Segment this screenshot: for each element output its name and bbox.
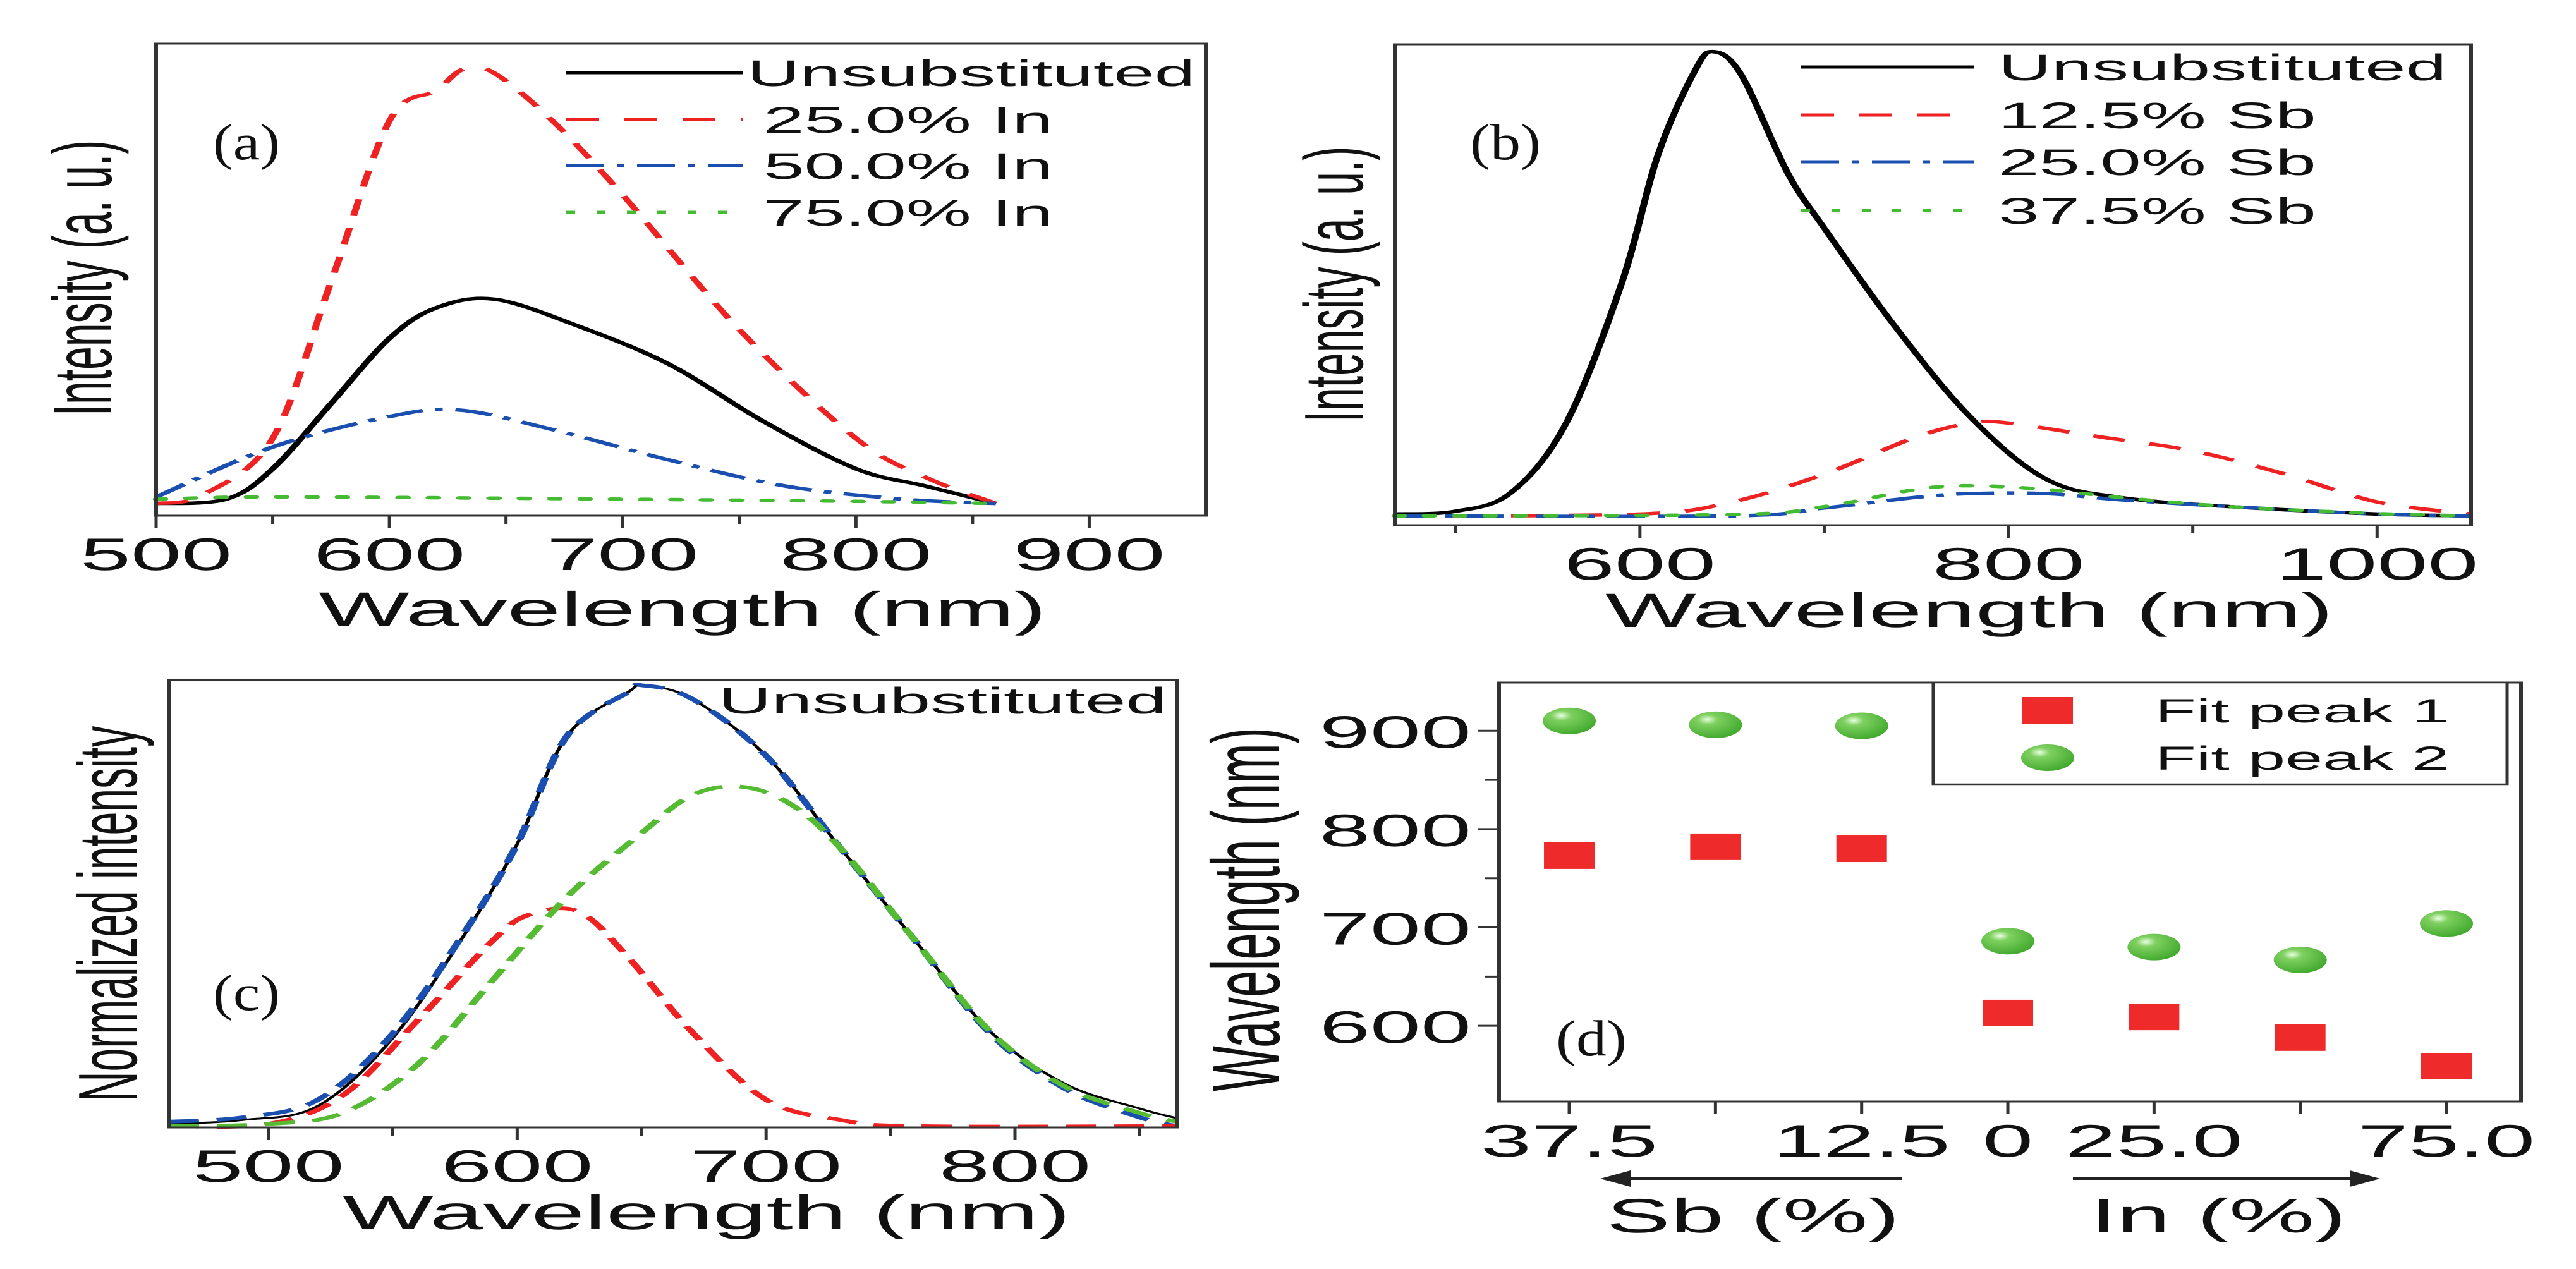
legend-label: 25.0% Sb <box>1998 142 2316 183</box>
series-line-3 <box>1391 483 2475 518</box>
legend-b: Unsubstituted 12.5% Sb 25.0% Sb 37.5% Sb <box>1801 47 2446 232</box>
data-point-peak1 <box>2421 1052 2472 1079</box>
plot-area-b: 600 800 1000 <box>1391 43 2478 590</box>
data-point-peak1 <box>2129 1004 2180 1031</box>
in-arrow <box>2073 1170 2380 1187</box>
series-line-0 <box>168 683 1178 1125</box>
x-tick-label: 600 <box>313 529 465 580</box>
x-tick-label: 25.0 <box>2065 1115 2242 1166</box>
data-point-peak2 <box>1981 928 2035 955</box>
y-tick-label: 800 <box>1320 805 1471 856</box>
data-point-peak2 <box>1835 712 1888 739</box>
x-tick-label: 37.5 <box>1481 1115 1658 1166</box>
legend-label: 75.0% In <box>763 193 1053 234</box>
series-line-2 <box>1394 491 2472 518</box>
series-line-1 <box>168 683 1179 1128</box>
data-point-peak2 <box>2273 946 2327 973</box>
data-point-peak2 <box>1689 711 1742 738</box>
x-axis-title-c: Wavelength (nm) <box>343 1186 1071 1240</box>
data-point-peak2 <box>2127 933 2181 961</box>
x-axis-title-a: Wavelength (nm) <box>319 583 1047 636</box>
x-tick-label: 500 <box>80 529 232 580</box>
x-tick-label: 800 <box>780 529 932 580</box>
panel-label-b: (b) <box>1470 114 1541 171</box>
legend-label: 50.0% In <box>763 146 1053 187</box>
x-tick-label: 500 <box>192 1141 344 1191</box>
panel-c: 500 600 700 800 (c) Normalized intensity Wa… <box>62 679 1179 1240</box>
panel-label-d: (d) <box>1556 1011 1627 1067</box>
data-point-peak1 <box>2275 1024 2326 1051</box>
y-axis-title-a: Intensity (a. u.) <box>37 140 130 416</box>
panel-label-c: (c) <box>213 965 281 1021</box>
series-line-3 <box>152 495 1000 506</box>
legend-label: 37.5% Sb <box>1998 191 2316 232</box>
panel-label-a: (a) <box>213 114 281 171</box>
data-point-peak1 <box>1983 999 2034 1026</box>
legend-label: Fit peak 2 <box>2155 739 2449 777</box>
sb-arrow <box>1600 1170 1902 1187</box>
x-tick-label: 600 <box>1564 538 1716 589</box>
plot-frame <box>154 42 1208 517</box>
data-point-peak2 <box>1543 707 1596 734</box>
data-point-peak1 <box>1836 835 1887 863</box>
x-axis-title-b: Wavelength (nm) <box>1605 584 2333 638</box>
y-tick-label: 900 <box>1320 707 1471 758</box>
series-line-2 <box>154 407 997 506</box>
y-axis-title-d: Wavelength (nm) <box>1193 727 1299 1091</box>
y-tick-label: 700 <box>1320 904 1471 954</box>
x-tick-label: 12.5 <box>1773 1115 1950 1166</box>
legend-label: 12.5% Sb <box>1998 95 2316 137</box>
plot-frame <box>1393 43 2473 526</box>
legend-label: 25.0% In <box>763 100 1053 141</box>
plot-frame <box>167 679 1179 1129</box>
legend-a: Unsubstituted 25.0% In 50.0% In 75.0% In <box>566 53 1195 234</box>
legend-label: Fit peak 1 <box>2155 692 2449 729</box>
data-point-peak1 <box>1690 833 1741 860</box>
x-tick-label: 800 <box>939 1141 1091 1191</box>
x-tick-label: 900 <box>1013 529 1165 580</box>
plot-area-a: 500 600 700 800 900 <box>80 42 1208 580</box>
panel-a: 500 600 700 800 900 (a) Intensity (a. u.) Wa… <box>37 42 1208 636</box>
plot-area-c: 500 600 700 800 <box>167 679 1179 1192</box>
x-tick-label: 0 <box>1983 1115 2033 1166</box>
series-line-3 <box>168 784 1179 1128</box>
legend-label: Unsubstituted <box>747 53 1195 94</box>
panel-d: 37.5 12.5 0 25.0 75.0 600 700 800 900 (d) Wavele… <box>1193 681 2535 1243</box>
legend-label: Unsubstituted <box>1998 47 2446 88</box>
y-axis-title-c: Normalized intensity <box>62 726 155 1102</box>
data-point-peak1 <box>1544 842 1595 869</box>
series-line-1 <box>1394 419 2472 518</box>
annotation-unsubstituted: Unsubstituted <box>719 681 1167 722</box>
x-tick-label: 1000 <box>2276 538 2478 589</box>
x-tick-label: 700 <box>690 1141 842 1191</box>
series-line-0 <box>155 296 998 506</box>
x-tick-label: 700 <box>547 529 698 580</box>
legend-marker-square <box>2022 697 2073 724</box>
x-tick-label: 800 <box>1933 538 2084 589</box>
legend-marker-circle <box>2021 744 2074 771</box>
data-point-peak2 <box>2420 910 2474 937</box>
x-axis-title-in: In (%) <box>2090 1189 2346 1243</box>
panel-b: 600 800 1000 (b) Intensity (a. u.) Wavelen… <box>1288 43 2478 638</box>
plot-area-d: 37.5 12.5 0 25.0 75.0 600 700 800 900 <box>1320 681 2535 1167</box>
y-axis-title-b: Intensity (a. u.) <box>1288 147 1381 422</box>
x-tick-label: 600 <box>441 1141 593 1191</box>
legend-d: Fit peak 1 Fit peak 2 <box>1931 681 2509 786</box>
y-tick-label: 600 <box>1320 1002 1471 1053</box>
x-axis-title-sb: Sb (%) <box>1607 1189 1900 1243</box>
x-tick-label: 75.0 <box>2358 1115 2535 1166</box>
series-line-2 <box>168 906 1177 1129</box>
